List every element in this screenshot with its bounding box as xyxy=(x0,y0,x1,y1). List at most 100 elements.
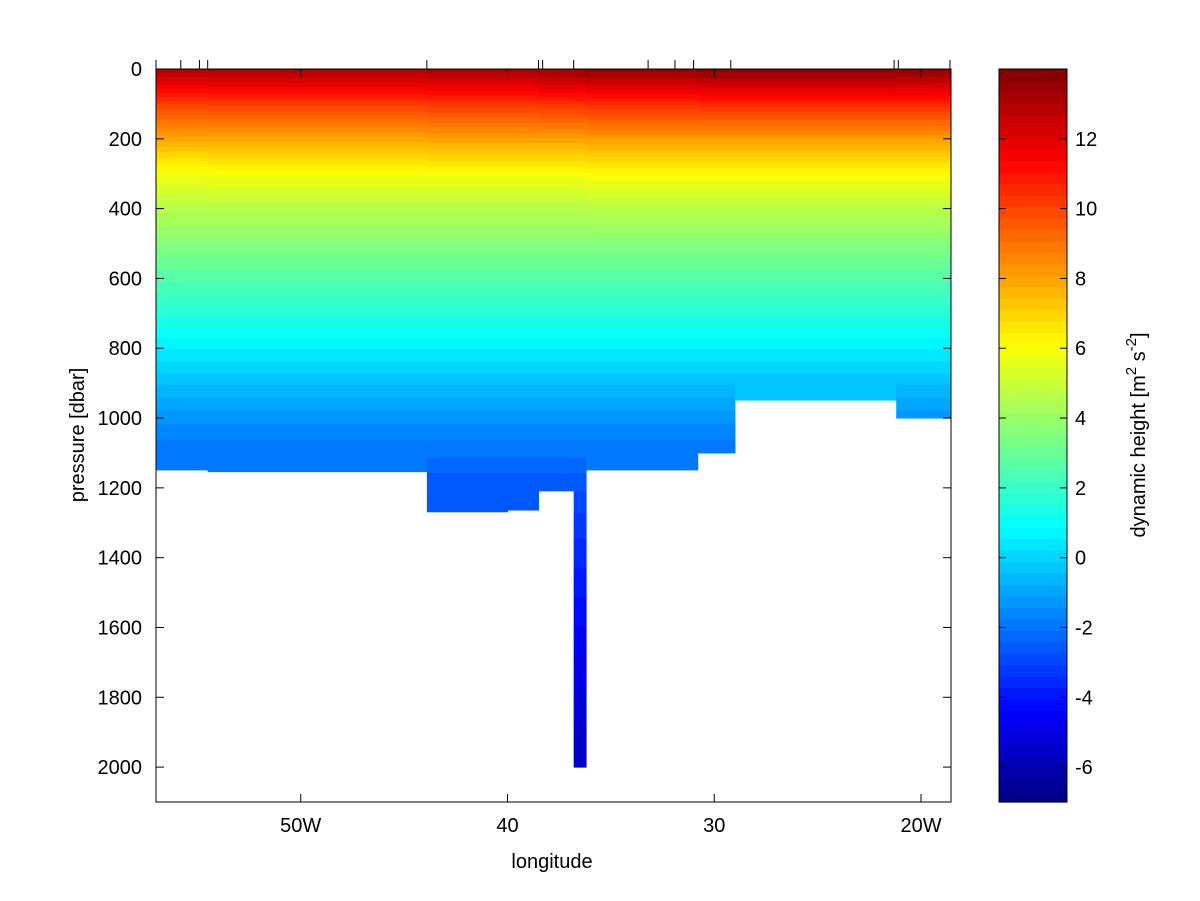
colorbar-swatch xyxy=(999,572,1067,585)
field-cell xyxy=(573,348,587,384)
field-cell xyxy=(734,313,897,349)
field-cell xyxy=(426,103,508,140)
field-cell xyxy=(156,173,209,210)
field-cell xyxy=(586,348,699,384)
field-cell xyxy=(426,487,508,513)
colorbar-tick-label: 10 xyxy=(1075,199,1097,221)
field-cell xyxy=(156,69,209,105)
field-cell xyxy=(697,278,736,314)
colorbar-tick-label: 8 xyxy=(1075,268,1086,290)
field-cell xyxy=(156,383,209,419)
label-sup: 2 xyxy=(1123,367,1140,375)
y-tick-label: 800 xyxy=(109,338,142,360)
colorbar-swatch xyxy=(999,424,1067,437)
field-cell xyxy=(697,348,736,384)
colorbar-swatch xyxy=(999,217,1067,230)
field-cell xyxy=(207,69,428,105)
colorbar-swatch xyxy=(999,687,1067,700)
y-tick-label: 1800 xyxy=(98,687,143,709)
field-cell xyxy=(573,313,587,349)
field-cell xyxy=(156,243,209,279)
label-part: s xyxy=(1128,351,1150,367)
colorbar-tick-label: 0 xyxy=(1075,548,1086,570)
field-cell xyxy=(207,103,428,140)
colorbar-tick-label: 6 xyxy=(1075,338,1086,360)
field-cell xyxy=(896,208,952,245)
field-cell xyxy=(538,69,575,105)
colorbar-swatch xyxy=(999,401,1067,414)
colorbar-swatch xyxy=(999,446,1067,460)
field-cell xyxy=(156,208,209,245)
field-cell xyxy=(538,103,575,140)
field-cell xyxy=(896,138,952,175)
field-cell xyxy=(734,173,897,210)
colorbar-swatch xyxy=(999,481,1067,494)
field-cell xyxy=(697,383,736,419)
colorbar-swatch xyxy=(999,561,1067,574)
field-cell xyxy=(586,173,699,210)
field-cell xyxy=(426,243,508,279)
field-cell xyxy=(734,243,897,279)
field-cell xyxy=(507,208,540,245)
colorbar-swatch xyxy=(999,183,1067,196)
field-cell xyxy=(156,418,209,454)
colorbar-swatch xyxy=(999,515,1067,528)
colorbar-swatch xyxy=(999,492,1067,505)
field-cell xyxy=(573,243,587,279)
field-cell xyxy=(734,138,897,175)
field-cell xyxy=(538,348,575,384)
field-cell xyxy=(207,418,428,454)
field-cell xyxy=(207,278,428,314)
field-cell xyxy=(896,383,952,419)
y-tick-label: 1200 xyxy=(98,478,143,500)
field-cell xyxy=(207,173,428,210)
colorbar-label: dynamic height [m2 s-2] xyxy=(1123,332,1150,537)
field-cell xyxy=(507,278,540,314)
field-cell xyxy=(426,348,508,384)
colorbar-swatch xyxy=(999,378,1067,391)
field-cell xyxy=(507,103,540,140)
colorbar-tick-label: -2 xyxy=(1075,617,1093,639)
colorbar-swatch xyxy=(999,160,1067,173)
field-cell xyxy=(734,383,897,401)
colorbar-tick-label: -6 xyxy=(1075,757,1093,779)
colorbar-swatch xyxy=(999,263,1067,276)
field-cell xyxy=(538,173,575,210)
y-tick-label: 400 xyxy=(109,199,142,221)
field-cell xyxy=(573,208,587,245)
field-cell xyxy=(426,418,508,454)
field-cell xyxy=(538,243,575,279)
field-cell xyxy=(697,418,736,454)
field-cell xyxy=(538,383,575,419)
field-cell xyxy=(207,313,428,349)
field-cell xyxy=(586,69,699,105)
colorbar-swatch xyxy=(999,538,1067,551)
field-cell xyxy=(896,103,952,140)
y-tick-label: 1000 xyxy=(98,408,143,430)
field-cell xyxy=(426,69,508,105)
axes xyxy=(155,60,952,803)
field-cell xyxy=(507,138,540,175)
field-cell xyxy=(586,138,699,175)
field-cell xyxy=(573,103,587,140)
field-cell xyxy=(896,278,952,314)
y-tick-label: 2000 xyxy=(98,757,143,779)
field-cell xyxy=(507,418,540,454)
colorbar-swatch xyxy=(999,194,1067,208)
field-cell xyxy=(573,278,587,314)
field-cell xyxy=(156,103,209,140)
field-cell xyxy=(538,208,575,245)
colorbar-swatch xyxy=(999,343,1067,356)
x-tick-label: 30 xyxy=(703,815,725,837)
field-cell xyxy=(538,278,575,314)
field-cell xyxy=(573,383,587,419)
field-cell xyxy=(586,313,699,349)
field-cell xyxy=(426,383,508,419)
colorbar-swatch xyxy=(999,664,1067,677)
colorbar-swatch xyxy=(999,332,1067,345)
field-cell xyxy=(896,69,952,105)
colorbar-swatch xyxy=(999,584,1067,597)
colorbar-swatch xyxy=(999,790,1067,803)
field-cell xyxy=(573,173,587,210)
